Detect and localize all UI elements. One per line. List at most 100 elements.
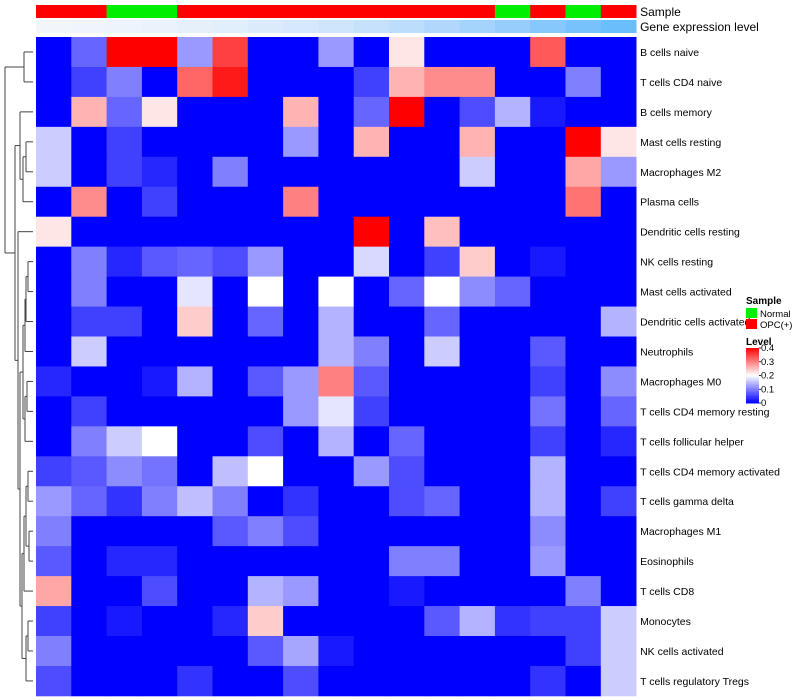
heatmap-cell: [36, 37, 72, 68]
heatmap-cell: [600, 66, 637, 98]
heatmap-cell: [106, 426, 143, 457]
heatmap-cell: [600, 606, 637, 637]
annotation-cell: [494, 5, 531, 18]
heatmap-cell: [353, 486, 390, 517]
heatmap-cell: [177, 396, 213, 427]
heatmap-cell: [565, 96, 602, 128]
heatmap-cell: [106, 636, 143, 667]
heatmap-cell: [177, 546, 213, 577]
heatmap-cell: [494, 396, 531, 427]
heatmap-cell: [177, 186, 213, 218]
heatmap-cell: [141, 276, 178, 307]
heatmap-cell: [247, 306, 284, 337]
heatmap-cell: [212, 456, 249, 487]
level-gradient-step: [746, 385, 759, 387]
heatmap-cell: [106, 546, 143, 577]
heatmap-cell: [283, 576, 319, 607]
heatmap-cell: [459, 665, 496, 697]
heatmap-cell: [106, 66, 143, 98]
heatmap-cell: [318, 156, 355, 188]
annotation-cell: [283, 20, 319, 33]
heatmap-cell: [36, 246, 72, 277]
heatmap-cell: [424, 366, 460, 397]
level-gradient-step: [746, 379, 759, 382]
heatmap-cell: [36, 396, 72, 427]
heatmap-cell: [424, 396, 460, 427]
heatmap-cell: [530, 665, 566, 697]
heatmap-cell: [283, 306, 319, 337]
heatmap-cell: [600, 156, 637, 188]
heatmap-cell: [247, 486, 284, 517]
heatmap-cell: [530, 246, 566, 277]
heatmap-cell: [106, 456, 143, 487]
heatmap-cell: [530, 186, 566, 218]
heatmap-cell: [36, 186, 72, 218]
level-legend-title: Level: [746, 337, 772, 348]
annotation-cell: [565, 5, 602, 18]
level-gradient-step: [746, 360, 759, 363]
heatmap-cell: [389, 516, 425, 547]
heatmap-cell: [71, 366, 107, 397]
heatmap-cell: [600, 396, 637, 427]
row-label: T cells regulatory Tregs: [640, 676, 749, 688]
heatmap-cell: [389, 306, 425, 337]
heatmap-cell: [459, 66, 496, 98]
heatmap-cell: [141, 516, 178, 547]
heatmap-cell: [600, 456, 637, 487]
row-label: Plasma cells: [640, 197, 699, 209]
heatmap-cell: [424, 37, 460, 68]
heatmap-cell: [600, 486, 637, 517]
heatmap-cell: [353, 96, 390, 128]
heatmap-cell: [353, 456, 390, 487]
heatmap-cell: [424, 216, 460, 248]
row-dendrogram: [4, 51, 33, 682]
heatmap-cell: [353, 426, 390, 457]
heatmap-cell: [353, 516, 390, 547]
heatmap-cell: [494, 576, 531, 607]
annotation-cell: [530, 5, 566, 18]
heatmap-cell: [459, 156, 496, 188]
heatmap-cell: [141, 216, 178, 248]
level-gradient-step: [746, 365, 759, 368]
heatmap-cell: [318, 516, 355, 547]
heatmap-cell: [177, 366, 213, 397]
heatmap-cell: [212, 126, 249, 158]
heatmap-cell: [36, 156, 72, 188]
heatmap-cell: [494, 336, 531, 367]
heatmap-cell: [141, 665, 178, 697]
annotation-cell: [283, 5, 319, 18]
heatmap-cell: [141, 336, 178, 367]
heatmap-cell: [565, 486, 602, 517]
heatmap-cell: [36, 456, 72, 487]
heatmap-cell: [141, 456, 178, 487]
heatmap-cell: [530, 576, 566, 607]
heatmap-cell: [212, 306, 249, 337]
annotation-cell: [212, 5, 249, 18]
heatmap-cell: [459, 366, 496, 397]
heatmap-cell: [494, 366, 531, 397]
sample-legend-title: Sample: [746, 296, 782, 307]
heatmap-cell: [565, 37, 602, 68]
heatmap-cell: [106, 246, 143, 277]
heatmap-cell: [177, 456, 213, 487]
annotation-cell: [212, 20, 249, 33]
heatmap-cell: [389, 546, 425, 577]
row-label: Mast cells resting: [640, 137, 721, 149]
heatmap-cell: [177, 576, 213, 607]
heatmap-cell: [177, 336, 213, 367]
row-label: T cells CD4 memory activated: [640, 466, 780, 478]
row-label: T cells CD4 naive: [640, 77, 722, 89]
annotation-cell: [318, 5, 355, 18]
heatmap-cell: [318, 486, 355, 517]
heatmap-cell: [106, 306, 143, 337]
heatmap-cell: [353, 216, 390, 248]
heatmap-cell: [106, 156, 143, 188]
heatmap-cell: [212, 606, 249, 637]
heatmap-cell: [565, 576, 602, 607]
heatmap-cell: [353, 66, 390, 98]
heatmap-cell: [71, 606, 107, 637]
heatmap-cell: [212, 336, 249, 367]
row-label: Monocytes: [640, 616, 691, 628]
heatmap-cell: [389, 96, 425, 128]
heatmap-cell: [424, 306, 460, 337]
